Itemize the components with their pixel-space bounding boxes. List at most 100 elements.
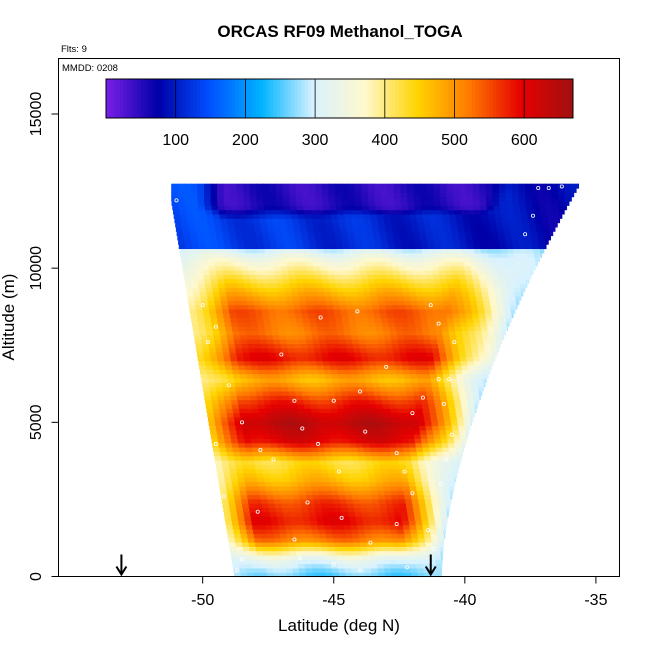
heat-cell — [475, 334, 484, 340]
heat-cell — [365, 455, 373, 461]
heat-cell — [485, 188, 493, 193]
heat-cell — [419, 541, 427, 547]
heat-cell — [255, 425, 263, 431]
heat-cell — [383, 485, 391, 491]
heat-cell — [242, 429, 251, 435]
heat-cell — [448, 287, 456, 293]
heat-cell — [377, 257, 385, 262]
heat-cell — [466, 196, 474, 202]
heat-cell — [375, 438, 383, 444]
heat-cell — [383, 213, 391, 219]
heat-cell — [414, 356, 422, 362]
heat-cell — [515, 218, 523, 224]
colorbar-swatch — [245, 79, 250, 118]
heat-cell — [199, 209, 207, 215]
heat-cell — [306, 421, 315, 427]
heat-cell — [456, 334, 464, 340]
colorbar-swatch — [266, 79, 271, 118]
heat-cell — [332, 339, 340, 344]
heat-cell — [519, 282, 527, 288]
heat-cell — [347, 347, 355, 353]
heat-cell — [376, 563, 385, 569]
heat-cell — [492, 192, 500, 198]
heat-cell — [375, 399, 383, 405]
heat-cell — [344, 213, 352, 219]
heat-cell — [404, 533, 412, 539]
heat-cell — [341, 196, 349, 202]
heat-cell — [459, 395, 468, 401]
heat-cell — [445, 464, 453, 470]
heat-cell — [364, 529, 372, 534]
heat-cell — [384, 339, 393, 344]
heat-cell — [538, 183, 546, 189]
heat-cell — [451, 464, 460, 470]
heat-cell — [286, 416, 294, 422]
heat-cell — [451, 343, 459, 349]
heat-cell — [317, 287, 325, 293]
heat-cell — [205, 244, 213, 250]
heat-cell — [418, 226, 426, 232]
heat-cell — [478, 352, 486, 357]
heat-cell — [523, 231, 532, 237]
heat-cell — [521, 291, 524, 297]
heat-cell — [357, 218, 366, 224]
heat-cell — [476, 300, 484, 306]
heat-cell — [414, 205, 422, 211]
heat-cell — [382, 442, 390, 448]
heat-cell — [406, 274, 414, 280]
heat-cell — [446, 274, 454, 280]
heat-cell — [263, 239, 271, 245]
colorbar-swatch — [259, 79, 264, 118]
heat-cell — [213, 252, 221, 258]
heat-cell — [413, 507, 421, 513]
colorbar-swatch — [168, 79, 173, 118]
heat-cell — [298, 295, 307, 301]
heat-cell — [438, 537, 445, 543]
heat-cell — [457, 265, 465, 271]
heat-cell — [457, 343, 465, 349]
heat-cell — [350, 485, 358, 491]
heat-cell — [424, 459, 433, 465]
heat-cell — [328, 192, 336, 198]
heat-cell — [446, 356, 454, 362]
heat-cell — [309, 511, 317, 517]
heat-cell — [362, 477, 370, 483]
x-tick-label: -50 — [191, 592, 214, 609]
heat-cell — [416, 408, 424, 414]
heat-cell — [368, 434, 376, 439]
heat-cell — [413, 196, 421, 202]
heat-cell — [274, 425, 283, 431]
heat-cell — [392, 459, 400, 465]
heat-cell — [357, 529, 366, 534]
heat-cell — [434, 516, 442, 521]
heat-cell — [509, 300, 517, 306]
heat-cell — [434, 244, 442, 250]
heat-cell — [498, 313, 506, 319]
heat-cell — [197, 317, 205, 323]
heat-cell — [293, 459, 301, 465]
heat-cell — [223, 274, 231, 280]
heat-cell — [288, 464, 296, 470]
heat-cell — [306, 459, 315, 465]
heat-cell — [316, 205, 324, 211]
heat-cell — [468, 369, 476, 375]
heat-cell — [245, 364, 253, 370]
heat-cell — [214, 261, 222, 267]
heat-cell — [355, 395, 363, 401]
heat-cell — [470, 382, 478, 388]
heat-cell — [486, 317, 494, 323]
heat-cell — [495, 295, 503, 301]
heat-cell — [396, 524, 404, 530]
heat-cell — [427, 360, 435, 366]
heat-cell — [402, 559, 410, 565]
heat-cell — [448, 364, 456, 370]
heat-cell — [269, 352, 277, 357]
heat-cell — [224, 205, 232, 211]
heat-cell — [312, 218, 320, 224]
heat-cell — [240, 377, 248, 383]
heat-cell — [303, 360, 311, 366]
colorbar-swatch — [548, 79, 553, 118]
heat-cell — [339, 377, 347, 383]
heat-cell — [246, 567, 254, 573]
heat-cell — [206, 291, 214, 297]
